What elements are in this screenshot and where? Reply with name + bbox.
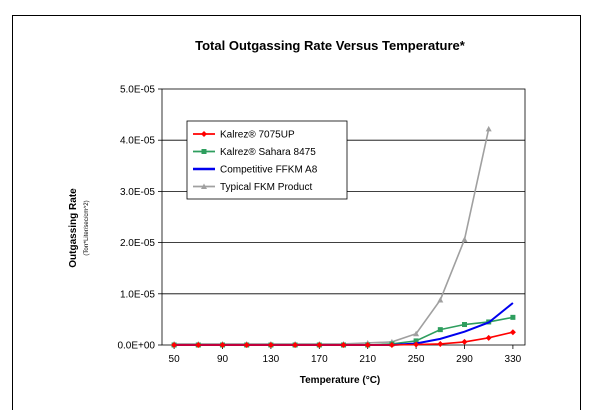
chart-title: Total Outgassing Rate Versus Temperature… [195,38,466,53]
y-axis-label-group: Outgassing Rate (Torr*Liter/sec/cm^2) [68,188,90,268]
x-tick-label: 50 [169,354,181,365]
x-tick-label: 210 [359,354,376,365]
x-tick-label: 90 [217,354,229,365]
y-tick-label: 3.0E-05 [120,187,155,198]
x-axis-ticks: 50 90 130 170 210 250 290 330 [169,345,522,365]
series-layer [171,125,516,348]
data-point [171,342,178,348]
y-axis-ticks: 0.0E+00 1.0E-05 2.0E-05 3.0E-05 4.0E-05 5.0E-… [117,85,162,352]
y-tick-label: 0.0E+00 [117,341,155,352]
data-point [243,342,250,348]
series-line [174,128,490,345]
data-point [364,342,371,348]
x-tick-label: 130 [263,354,280,365]
data-point [340,342,347,348]
x-tick-label: 250 [408,354,425,365]
data-point [413,338,419,344]
legend-label: Kalrez® 7075UP [220,130,295,141]
data-point [219,342,226,348]
data-point [437,340,444,347]
x-tick-label: 330 [505,354,522,365]
data-point [201,183,207,189]
y-tick-label: 2.0E-05 [120,238,155,249]
legend-label: Competitive FFKM A8 [220,165,318,176]
data-point [292,342,299,348]
data-point [413,330,420,337]
data-point [509,329,516,336]
data-point [485,125,492,132]
data-point [267,342,274,348]
data-point [461,236,468,243]
data-point [316,342,323,348]
y-axis-unit: (Torr*Liter/sec/cm^2) [84,200,90,255]
x-tick-label: 170 [311,354,328,365]
data-point [437,327,443,333]
data-point [462,322,467,328]
data-point [510,314,516,320]
data-point [388,342,395,348]
legend-label: Kalrez® Sahara 8475 [220,147,316,158]
data-point [485,334,492,341]
y-tick-label: 4.0E-05 [120,136,155,147]
series-0 [171,329,516,348]
x-axis-label: Temperature (°C) [300,375,381,386]
legend-label: Typical FKM Product [220,182,312,193]
data-point [195,342,202,348]
x-tick-label: 290 [456,354,473,365]
y-axis-label: Outgassing Rate [68,188,79,268]
data-point [461,338,468,345]
y-tick-label: 5.0E-05 [120,85,155,96]
data-point [413,341,420,348]
data-point [201,131,207,137]
data-point [437,296,444,303]
legend: Kalrez® 7075UP Kalrez® Sahara 8475 Competi… [186,120,348,200]
series-line [174,316,514,346]
data-point [201,149,207,154]
y-tick-label: 1.0E-05 [120,289,155,300]
